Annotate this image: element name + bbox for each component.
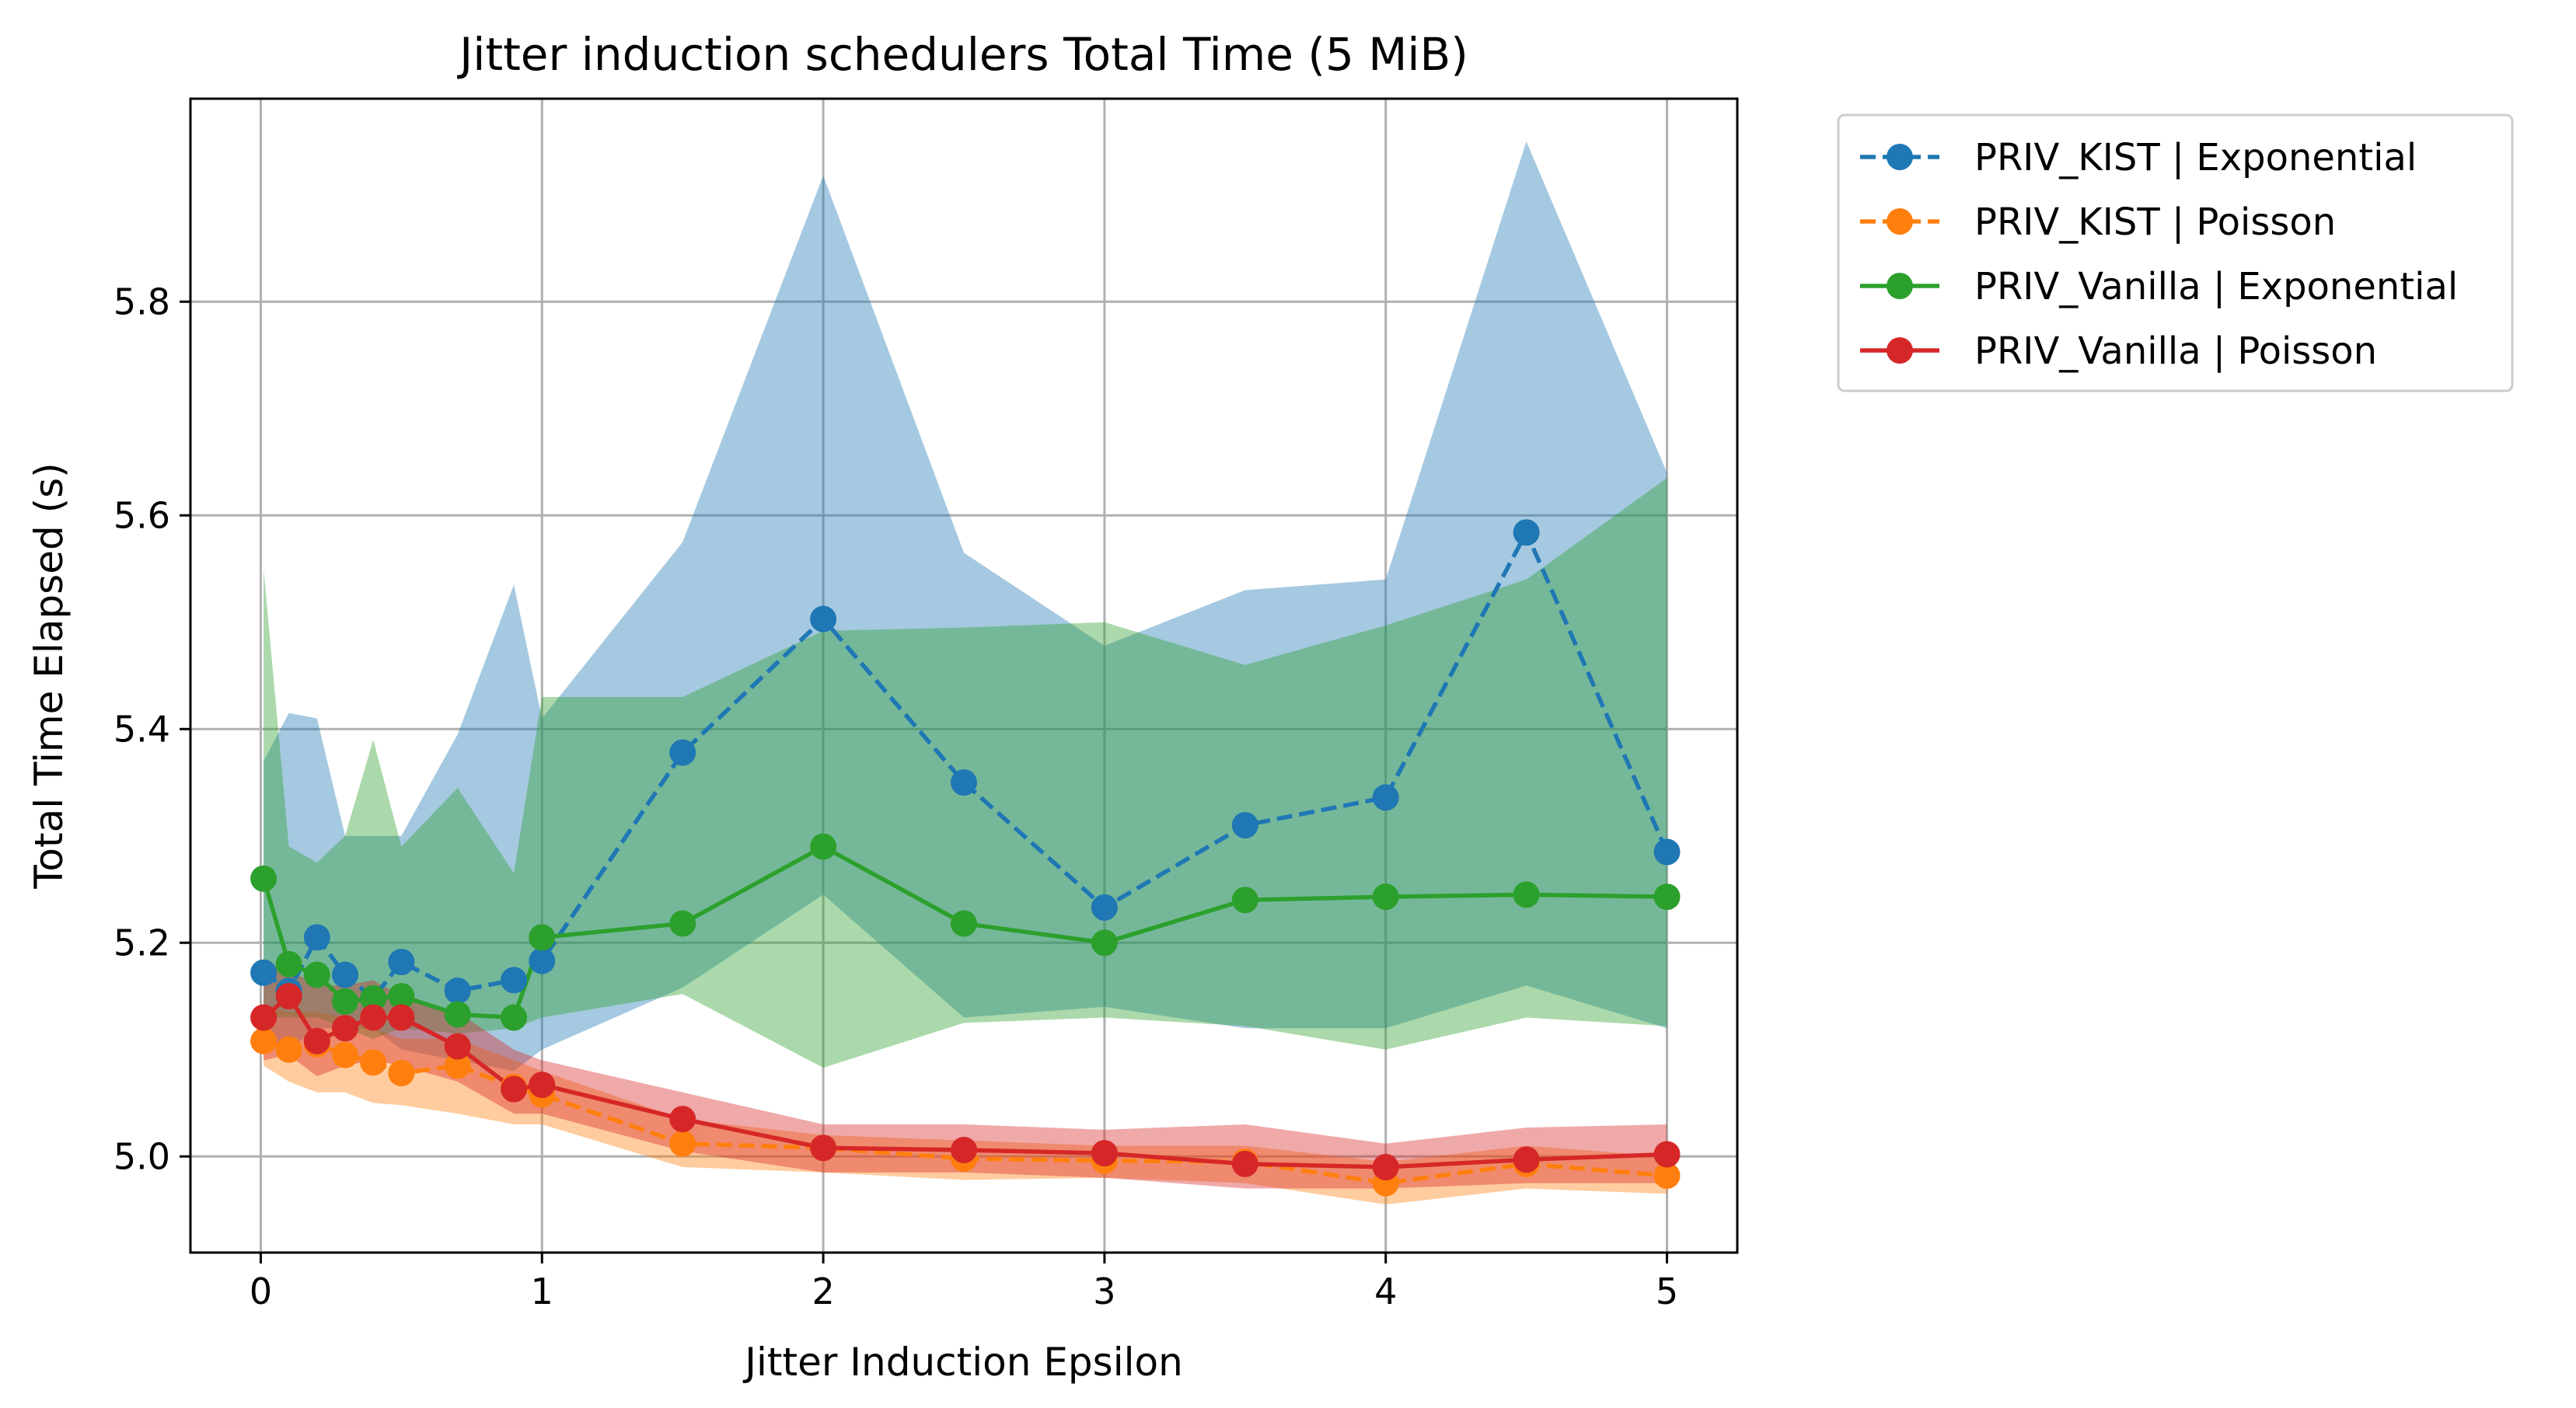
point-priv-vanilla-exponential <box>360 985 387 1012</box>
legend-marker-priv-vanilla-exponential <box>1887 273 1913 299</box>
point-priv-vanilla-poisson <box>669 1106 696 1133</box>
point-priv-kist-poisson <box>444 1052 471 1079</box>
point-priv-vanilla-poisson <box>529 1072 556 1099</box>
point-priv-kist-exponential <box>303 924 330 951</box>
point-priv-kist-exponential <box>1231 812 1258 838</box>
point-priv-vanilla-exponential <box>444 1001 471 1028</box>
point-priv-vanilla-poisson <box>1513 1146 1540 1173</box>
point-priv-kist-exponential <box>951 769 977 796</box>
legend-marker-priv-kist-poisson <box>1887 208 1913 235</box>
point-priv-vanilla-exponential <box>332 988 358 1015</box>
gridlines <box>190 99 1737 1253</box>
chart-title: Jitter induction schedulers Total Time (… <box>457 28 1468 81</box>
y-tick-label: 5.4 <box>113 708 170 750</box>
y-tick-label: 5.0 <box>113 1135 170 1177</box>
legend-label: PRIV_Vanilla | Poisson <box>1974 329 2377 373</box>
legend-box <box>1837 113 2514 392</box>
point-priv-kist-poisson <box>669 1130 696 1157</box>
legend-marker-priv-kist-exponential <box>1887 144 1913 170</box>
point-priv-kist-poisson <box>388 1060 415 1086</box>
point-priv-kist-poisson <box>1653 1162 1681 1189</box>
axes-frame <box>189 97 1739 1254</box>
point-priv-kist-exponential <box>1091 894 1118 921</box>
y-tick-label: 5.6 <box>113 494 170 536</box>
point-priv-kist-exponential <box>332 961 358 988</box>
point-priv-kist-exponential <box>501 967 528 994</box>
point-priv-vanilla-exponential <box>1513 881 1540 908</box>
point-priv-vanilla-exponential <box>388 983 415 1009</box>
point-priv-vanilla-poisson <box>1372 1154 1399 1180</box>
point-priv-kist-poisson <box>360 1049 387 1076</box>
point-priv-vanilla-poisson <box>1091 1140 1118 1167</box>
x-tick-label: 3 <box>1093 1270 1115 1312</box>
series-markers <box>250 519 1681 1197</box>
point-priv-vanilla-exponential <box>951 910 977 937</box>
point-priv-kist-poisson <box>250 1027 277 1054</box>
x-tick-label: 4 <box>1374 1270 1397 1312</box>
y-tick-label: 5.8 <box>113 281 170 322</box>
point-priv-kist-exponential <box>388 949 415 975</box>
point-priv-vanilla-exponential <box>275 950 302 978</box>
y-axis-label: Total Time Elapsed (s) <box>26 462 72 889</box>
legend-label: PRIV_Vanilla | Exponential <box>1974 265 2458 308</box>
band-priv-kist-poisson <box>264 1006 1667 1205</box>
point-priv-vanilla-exponential <box>1372 883 1399 911</box>
point-priv-kist-exponential <box>444 978 471 1005</box>
point-priv-vanilla-poisson <box>1231 1150 1258 1177</box>
point-priv-vanilla-exponential <box>501 1004 528 1031</box>
legend-marker-priv-vanilla-poisson <box>1887 337 1913 364</box>
x-axis-label: Jitter Induction Epsilon <box>742 1340 1183 1385</box>
point-priv-kist-exponential <box>1372 784 1399 811</box>
point-priv-vanilla-poisson <box>303 1027 330 1054</box>
legend-label: PRIV_KIST | Poisson <box>1974 200 2336 244</box>
band-priv-kist-exponential <box>264 141 1667 1072</box>
point-priv-vanilla-exponential <box>303 961 330 988</box>
point-priv-vanilla-poisson <box>360 1004 387 1031</box>
x-tick-label: 2 <box>812 1270 834 1312</box>
point-priv-vanilla-poisson <box>332 1015 358 1042</box>
point-priv-kist-poisson <box>332 1041 358 1068</box>
x-tick-label: 0 <box>250 1270 272 1312</box>
point-priv-vanilla-poisson <box>501 1075 528 1103</box>
point-priv-vanilla-poisson <box>388 1004 415 1031</box>
point-priv-kist-exponential <box>810 605 837 633</box>
point-priv-vanilla-poisson <box>275 983 302 1009</box>
point-priv-vanilla-exponential <box>669 910 696 937</box>
x-tick-label: 1 <box>531 1270 553 1312</box>
point-priv-vanilla-exponential <box>1231 887 1258 914</box>
point-priv-vanilla-poisson <box>250 1004 277 1031</box>
point-priv-vanilla-poisson <box>810 1134 837 1162</box>
point-priv-kist-exponential <box>250 959 277 986</box>
legend-label: PRIV_KIST | Exponential <box>1974 136 2417 179</box>
point-priv-kist-exponential <box>1513 519 1540 546</box>
point-priv-kist-poisson <box>275 1036 302 1063</box>
point-priv-vanilla-poisson <box>1653 1141 1681 1168</box>
point-priv-kist-exponential <box>1653 838 1681 866</box>
point-priv-vanilla-exponential <box>1653 883 1681 911</box>
point-priv-vanilla-exponential <box>529 924 556 951</box>
y-tick-label: 5.2 <box>113 922 170 964</box>
point-priv-kist-exponential <box>669 739 696 766</box>
point-priv-vanilla-exponential <box>250 865 277 892</box>
axis-ticks: 0 1 2 3 4 5 5.0 5.2 5.4 5.6 5.8 <box>113 281 1678 1312</box>
point-priv-vanilla-exponential <box>1091 929 1118 957</box>
band-priv-vanilla-poisson <box>264 964 1667 1189</box>
point-priv-vanilla-poisson <box>444 1033 471 1060</box>
point-priv-kist-exponential <box>529 947 556 974</box>
point-priv-vanilla-exponential <box>810 833 837 860</box>
x-tick-label: 5 <box>1656 1270 1678 1312</box>
legend: PRIV_KIST | Exponential PRIV_KIST | Poiss… <box>1837 113 2514 392</box>
point-priv-vanilla-poisson <box>951 1137 977 1163</box>
